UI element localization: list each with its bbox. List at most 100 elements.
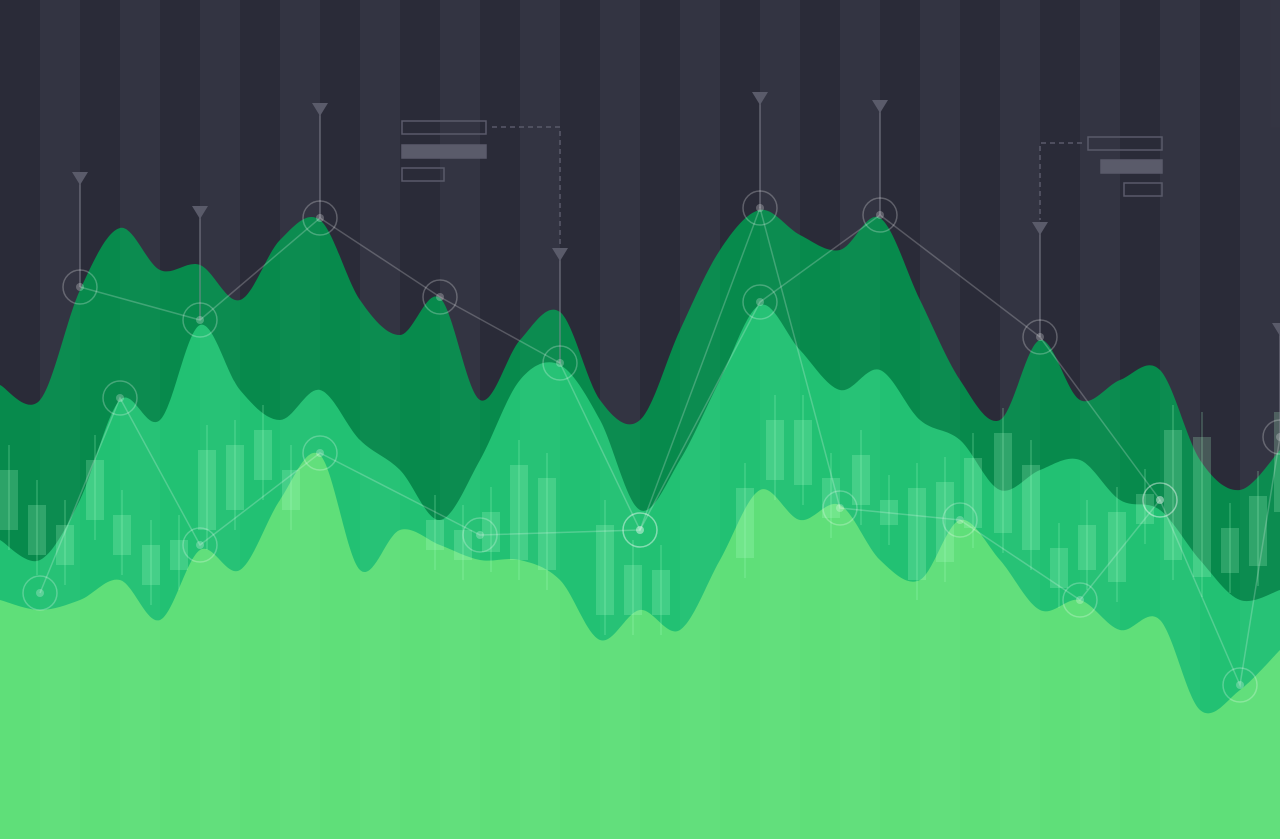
overlay-stripe bbox=[680, 0, 720, 839]
legend-boxes bbox=[401, 120, 1163, 245]
candle-body bbox=[254, 430, 272, 480]
candle-body bbox=[482, 512, 500, 552]
candle-body bbox=[1022, 465, 1040, 550]
box-outline bbox=[1123, 182, 1163, 197]
marker-ring bbox=[22, 575, 58, 611]
candle-body bbox=[1050, 548, 1068, 588]
candle-body bbox=[964, 458, 982, 528]
candle-body bbox=[736, 488, 754, 558]
candle-body bbox=[994, 433, 1012, 533]
dashed-connector bbox=[492, 126, 561, 245]
candle-body bbox=[282, 470, 300, 510]
overlay-stripe bbox=[760, 0, 800, 839]
candle-body bbox=[1078, 525, 1096, 570]
marker-ring bbox=[1222, 667, 1258, 703]
candle-body bbox=[170, 540, 188, 570]
triangle bbox=[1032, 222, 1048, 235]
candle-body bbox=[936, 482, 954, 562]
overlay-stripe bbox=[600, 0, 640, 839]
marker-ring bbox=[622, 512, 658, 548]
box-outline bbox=[401, 120, 487, 135]
overlay-stripe bbox=[200, 0, 240, 839]
overlay-stripe bbox=[360, 0, 400, 839]
dashed-connector bbox=[1039, 142, 1082, 220]
marker-dot bbox=[1156, 496, 1164, 504]
candle-body bbox=[510, 465, 528, 560]
marker-ring bbox=[182, 527, 218, 563]
marker-ring bbox=[1262, 419, 1280, 455]
overlay-stripe bbox=[520, 0, 560, 839]
candle-body bbox=[1136, 494, 1154, 524]
marker-ring bbox=[862, 197, 898, 233]
marker-ring bbox=[302, 435, 338, 471]
marker-dot bbox=[636, 526, 644, 534]
candle-body bbox=[113, 515, 131, 555]
marker-dot bbox=[196, 316, 204, 324]
marker-ring bbox=[422, 279, 458, 315]
triangle bbox=[312, 103, 328, 116]
marker-ring bbox=[942, 502, 978, 538]
candle-body bbox=[538, 478, 556, 570]
candle-body bbox=[1221, 528, 1239, 573]
marker-dot bbox=[1156, 496, 1164, 504]
triangle bbox=[72, 172, 88, 185]
candle-body bbox=[596, 525, 614, 615]
marker-dot bbox=[436, 293, 444, 301]
marker-dot bbox=[36, 589, 44, 597]
marker-ring bbox=[1142, 482, 1178, 518]
candle-body bbox=[1108, 512, 1126, 582]
marker-dot bbox=[756, 204, 764, 212]
candle-body bbox=[908, 488, 926, 580]
box-filled bbox=[401, 144, 487, 159]
marker-dot bbox=[1036, 333, 1044, 341]
overlay-stripe bbox=[1000, 0, 1040, 839]
overlay-stripe bbox=[920, 0, 960, 839]
overlay-stripe bbox=[840, 0, 880, 839]
box-outline bbox=[1087, 136, 1163, 151]
overlay-stripe bbox=[440, 0, 480, 839]
marker-ring bbox=[1022, 319, 1058, 355]
triangle bbox=[192, 206, 208, 219]
marker-dot bbox=[956, 516, 964, 524]
overlay-stripe bbox=[120, 0, 160, 839]
candle-body bbox=[1274, 412, 1280, 512]
marker-dot bbox=[1276, 433, 1280, 441]
candle-body bbox=[652, 570, 670, 615]
candle-body bbox=[86, 460, 104, 520]
marker-dot bbox=[836, 504, 844, 512]
candle-body bbox=[28, 505, 46, 555]
triangle bbox=[752, 92, 768, 105]
candle-body bbox=[1193, 437, 1211, 577]
marker-dot bbox=[116, 394, 124, 402]
marker-ring bbox=[62, 269, 98, 305]
candle-body bbox=[0, 470, 18, 530]
marker-ring bbox=[302, 200, 338, 236]
marker-dot bbox=[876, 211, 884, 219]
marker-ring bbox=[102, 380, 138, 416]
marker-ring bbox=[822, 490, 858, 526]
overlay-stripe bbox=[1240, 0, 1280, 839]
marker-dot bbox=[196, 541, 204, 549]
marker-ring bbox=[462, 517, 498, 553]
candle-body bbox=[794, 420, 812, 485]
marker-dot bbox=[756, 298, 764, 306]
marker-ring bbox=[1142, 482, 1178, 518]
candle-body bbox=[198, 450, 216, 530]
area-layer bbox=[0, 452, 1280, 839]
connector-line bbox=[79, 214, 1280, 688]
candle-body bbox=[1164, 430, 1182, 560]
overlay-stripe bbox=[1160, 0, 1200, 839]
marker-dot bbox=[76, 283, 84, 291]
candle-body bbox=[56, 525, 74, 565]
candle-body bbox=[822, 478, 840, 518]
marker-dot bbox=[316, 214, 324, 222]
marker-ring bbox=[1062, 582, 1098, 618]
candle-body bbox=[1249, 496, 1267, 566]
marker-ring bbox=[542, 345, 578, 381]
marker-ring bbox=[742, 284, 778, 320]
candle-body bbox=[852, 455, 870, 505]
box-outline bbox=[401, 167, 445, 182]
candle-body bbox=[142, 545, 160, 585]
overlay-stripe bbox=[280, 0, 320, 839]
